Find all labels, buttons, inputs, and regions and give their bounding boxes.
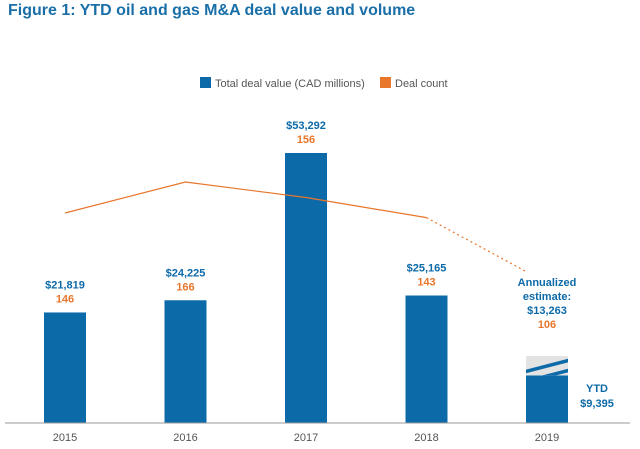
bar-2018 <box>405 295 448 423</box>
estimate-count-label: 106 <box>538 319 556 331</box>
ytd-label-line: $9,395 <box>580 398 614 410</box>
ytd-label-line: YTD <box>586 383 608 395</box>
chart-title: Figure 1: YTD oil and gas M&A deal value… <box>8 2 416 19</box>
legend-label-deal-value: Total deal value (CAD millions) <box>215 78 365 90</box>
x-tick-2019: 2019 <box>535 432 559 444</box>
legend-swatch-deal-count <box>380 77 391 88</box>
deal-count-projection-line <box>426 217 528 273</box>
x-tick-2017: 2017 <box>294 432 318 444</box>
legend: Total deal value (CAD millions) Deal coun… <box>200 77 448 90</box>
x-tick-2016: 2016 <box>173 432 197 444</box>
legend-label-deal-count: Deal count <box>395 78 448 90</box>
count-label-2015: 146 <box>56 293 74 305</box>
deal-count-line-group <box>64 181 528 273</box>
deal-count-line <box>64 181 427 219</box>
estimate-label-line: Annualized <box>518 277 577 289</box>
bar-2017 <box>285 153 327 423</box>
bar-2015 <box>44 312 86 423</box>
estimate-stripe <box>542 368 568 376</box>
count-label-2018: 143 <box>417 277 435 289</box>
estimate-stripes <box>526 358 568 376</box>
bar-2016 <box>164 300 207 423</box>
estimate-label-line: $13,263 <box>527 305 567 317</box>
estimate-label-line: estimate: <box>523 291 571 303</box>
bar-2019 <box>526 375 568 423</box>
x-tick-2015: 2015 <box>53 432 77 444</box>
legend-swatch-deal-value <box>200 77 211 88</box>
value-label-2015: $21,819 <box>45 279 85 291</box>
value-label-2016: $24,225 <box>166 267 206 279</box>
annualized-estimate-group <box>526 356 568 376</box>
value-label-2018: $25,165 <box>407 263 447 275</box>
count-label-2016: 166 <box>176 281 194 293</box>
count-label-2017: 156 <box>297 134 315 146</box>
data-labels-group: $21,819 146 $24,225 166 $53,292 156 $25,165 143… <box>45 120 614 410</box>
value-label-2017: $53,292 <box>286 120 326 132</box>
bars-group <box>44 153 568 423</box>
x-tick-2018: 2018 <box>414 432 438 444</box>
estimate-stripe <box>526 358 568 374</box>
x-axis: 2015 2016 2017 2018 2019 <box>5 422 630 444</box>
